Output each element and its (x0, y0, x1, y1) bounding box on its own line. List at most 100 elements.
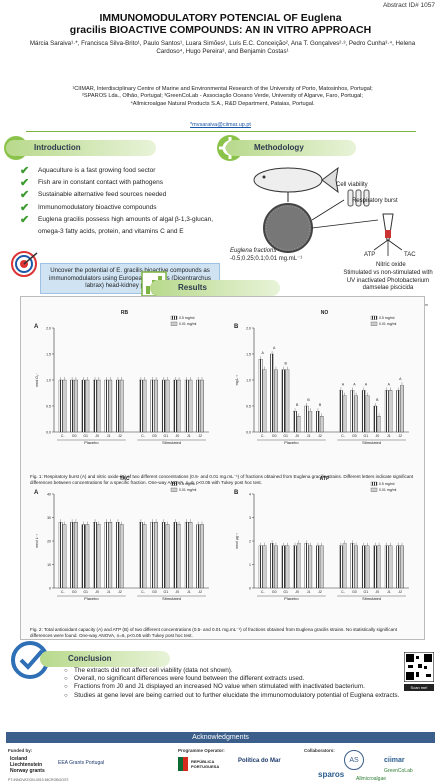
bar (116, 379, 120, 433)
bar (350, 390, 355, 433)
x-tick-label: G1 (83, 590, 88, 594)
y-tick-label: 1 (249, 563, 251, 567)
poster-title: IMMUNOMODULATORY POTENCIAL OF Euglena gr… (0, 12, 441, 36)
x-tick-label: C- (341, 434, 346, 438)
panel-letter: A (34, 324, 39, 330)
bar (70, 379, 74, 433)
bar (384, 390, 389, 433)
x-tick-label: J0 (295, 434, 299, 438)
significance-letter: B (376, 398, 379, 402)
x-tick-label: G0 (272, 590, 277, 594)
bar (316, 545, 320, 589)
bar (373, 405, 378, 433)
x-tick-label: G1 (364, 434, 369, 438)
group-label-stimulated: Stimulated (162, 596, 181, 601)
bar (373, 545, 378, 589)
legend-label: 0.5 mg/ml (179, 316, 195, 320)
test-tubes-icon (347, 189, 370, 207)
bar (85, 379, 90, 433)
funded-by-label: Funded by: (8, 748, 33, 753)
header-divider (26, 131, 416, 132)
concentrations-label: -0.5;0.25;0.1;0.01 mg.mL⁻¹ (230, 256, 303, 262)
bar (285, 369, 290, 433)
legend-label: 0.01 mg/ml (379, 322, 397, 326)
significance-letter: A (353, 382, 356, 386)
bar (262, 369, 267, 433)
bar (188, 522, 193, 589)
bar (161, 379, 166, 433)
bar (177, 524, 181, 589)
bar (274, 369, 278, 433)
check-icon: ✔ (20, 177, 30, 190)
intro-heading: Introduction (6, 140, 156, 156)
check-icon: ✔ (20, 213, 30, 226)
contact-email[interactable]: *mvsaraiva@ciimar.up.pt (190, 122, 251, 128)
bar (70, 522, 74, 589)
legend-swatch (170, 481, 178, 486)
group-label-placebo: Placebo (284, 440, 299, 445)
bar (388, 390, 393, 433)
group-label-stimulated: Stimulated (362, 596, 381, 601)
significance-letter: A (273, 346, 276, 350)
x-tick-label: C- (61, 590, 66, 594)
collaborators-label: Collaborators: (304, 748, 335, 753)
bar (58, 522, 63, 589)
bar (258, 359, 263, 433)
bar (173, 379, 178, 433)
x-tick-label: G1 (364, 590, 369, 594)
x-tick-label: J2 (198, 590, 202, 594)
affiliations: ¹CIIMAR, Interdisciplinary Centre of Mar… (20, 86, 425, 108)
x-tick-label: J0 (295, 590, 299, 594)
x-tick-label: J1 (307, 590, 311, 594)
bar (108, 379, 113, 433)
significance-letter: B (296, 403, 299, 407)
x-tick-label: J0 (375, 434, 379, 438)
x-tick-label: J0 (175, 434, 179, 438)
check-icon: ✔ (20, 189, 30, 202)
significance-letter: B (284, 362, 287, 366)
bar (354, 395, 358, 433)
significance-letter: A (399, 377, 402, 381)
bar (270, 543, 274, 589)
y-axis-label: nmol L⁻¹ (35, 533, 39, 547)
bar (200, 524, 204, 589)
results-heading: Results (150, 280, 280, 296)
bar (400, 385, 404, 433)
bar (296, 416, 301, 433)
cuvette-icon (382, 213, 394, 241)
y-tick-label: 0 (249, 586, 251, 590)
y-tick-label: 2.0 (46, 326, 51, 330)
bar (281, 369, 286, 433)
check-icon: ✔ (20, 201, 30, 214)
bar (388, 545, 393, 589)
x-tick-label: C- (341, 590, 346, 594)
bar (184, 522, 189, 589)
y-axis-label: nmol µg⁻¹ (235, 532, 239, 548)
results-charts: RB A 0.0 0.5 1.0 1.5 2.0 nmol O₂⁻ 0.5 mg/ml 0.01 … (34, 310, 409, 601)
greencolab-logo: GreenCoLab (384, 768, 413, 774)
legend-swatch (170, 487, 178, 492)
bar (81, 524, 86, 589)
list-item: ✔ Immunomodulatory bioactive compounds (20, 201, 157, 214)
x-tick-label: J2 (398, 590, 402, 594)
qr-code[interactable] (404, 652, 434, 682)
bar (285, 545, 290, 589)
bar (377, 416, 381, 433)
legend-swatch (370, 481, 378, 486)
x-tick-label: J2 (118, 434, 122, 438)
y-tick-label: 0.5 (46, 404, 51, 408)
y-tick-label: 1.0 (246, 378, 251, 382)
as-logo: AS (344, 750, 364, 770)
bar (104, 379, 109, 433)
significance-letter: A (365, 382, 368, 386)
significance-letter: B (307, 398, 310, 402)
bar (196, 379, 201, 433)
bar (165, 524, 170, 589)
panel-letter: B (234, 490, 239, 496)
bar (150, 379, 155, 433)
legend-swatch (170, 321, 178, 326)
y-tick-label: 0.0 (46, 430, 51, 434)
bar (85, 524, 90, 589)
x-tick-label: J0 (95, 434, 99, 438)
bar (350, 543, 355, 589)
